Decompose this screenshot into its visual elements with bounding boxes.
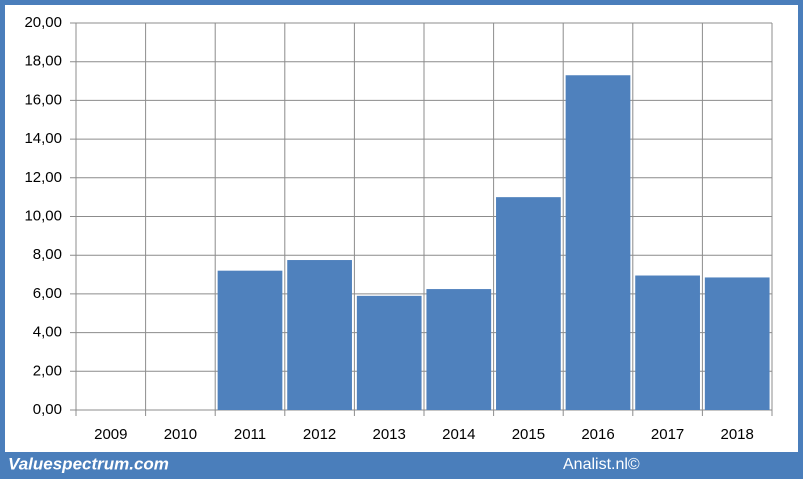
y-tick-label: 18,00: [24, 53, 62, 70]
y-tick-label: 8,00: [33, 246, 62, 263]
x-tick-label: 2018: [721, 426, 754, 443]
y-tick-label: 4,00: [33, 324, 62, 341]
x-tick-label: 2009: [94, 426, 127, 443]
x-tick-label: 2015: [512, 426, 545, 443]
y-tick-label: 12,00: [24, 169, 62, 186]
footer-right: Analist.nl©: [563, 456, 640, 473]
bar: [635, 275, 700, 410]
bar: [565, 75, 631, 411]
x-tick-label: 2013: [373, 426, 406, 443]
x-tick-label: 2016: [581, 426, 614, 443]
y-tick-label: 14,00: [24, 130, 62, 147]
bar: [496, 197, 561, 410]
x-tick-label: 2017: [651, 426, 684, 443]
bar: [287, 260, 352, 410]
x-tick-label: 2010: [164, 426, 197, 443]
x-tick-label: 2012: [303, 426, 336, 443]
y-tick-label: 16,00: [24, 91, 62, 108]
y-tick-label: 0,00: [33, 401, 62, 418]
bar: [426, 289, 492, 410]
y-tick-label: 6,00: [33, 285, 62, 302]
bar: [217, 270, 283, 410]
bar: [704, 277, 770, 410]
footer-left: Valuespectrum.com: [8, 454, 169, 473]
y-tick-label: 10,00: [24, 207, 62, 224]
y-tick-label: 2,00: [33, 362, 62, 379]
x-tick-label: 2014: [442, 426, 475, 443]
bar: [356, 295, 422, 410]
y-tick-label: 20,00: [24, 14, 62, 31]
x-tick-label: 2011: [234, 426, 266, 443]
